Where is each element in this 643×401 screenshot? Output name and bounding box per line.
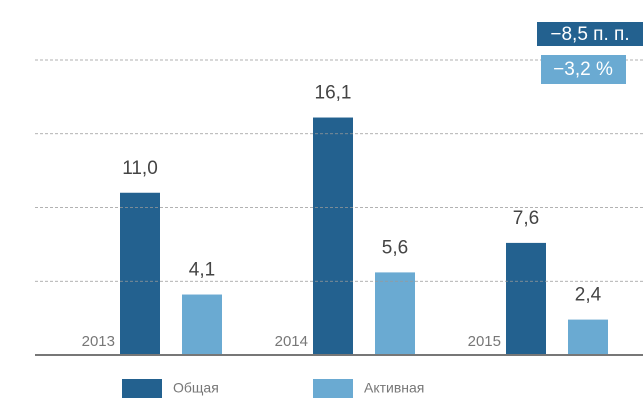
bar: [120, 192, 160, 355]
data-label: 7,6: [513, 208, 539, 229]
x-tick-label: 2013: [82, 333, 115, 350]
legend-label: Активная: [364, 380, 424, 396]
bar: [506, 242, 546, 355]
annotation: −3,2 %: [553, 59, 613, 80]
annotation: −8,5 п. п.: [550, 24, 629, 45]
data-label: 11,0: [122, 158, 158, 179]
legend-swatch: [122, 379, 162, 398]
legend-label: Общая: [173, 380, 219, 396]
annotation-box: [537, 22, 643, 46]
annotation-box: [541, 55, 626, 84]
bar: [375, 272, 415, 355]
bar: [568, 319, 608, 355]
legend-swatch: [313, 379, 353, 398]
bar: [313, 117, 353, 356]
data-label: 4,1: [189, 260, 215, 281]
x-tick-label: 2014: [275, 333, 308, 350]
data-label: 2,4: [575, 285, 602, 306]
x-tick-label: 2015: [468, 333, 501, 350]
bar: [182, 294, 222, 355]
data-label: 5,6: [382, 237, 408, 258]
data-label: 16,1: [315, 83, 352, 104]
